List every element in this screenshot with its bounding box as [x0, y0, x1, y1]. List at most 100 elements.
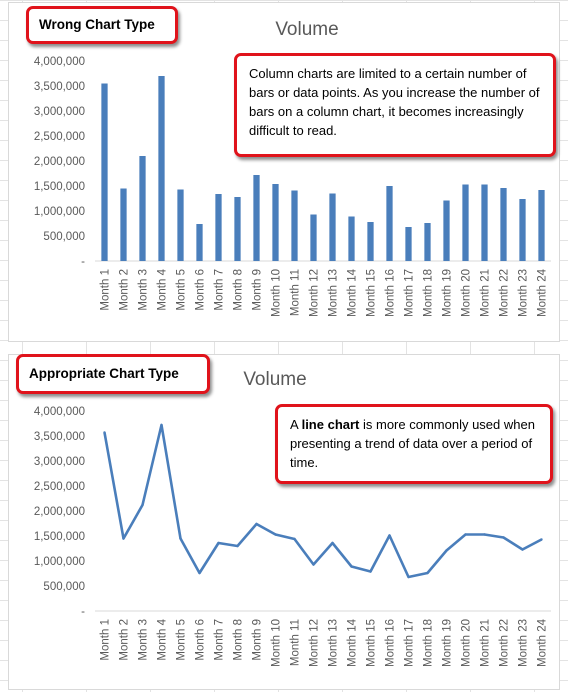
bar[interactable] [386, 186, 393, 261]
bar[interactable] [101, 83, 108, 262]
appropriate-chart-type-label: Appropriate Chart Type [16, 354, 210, 394]
x-tick-label: Month 22 [499, 619, 511, 667]
x-tick-label: Month 13 [328, 619, 340, 667]
y-tick-label: 1,500,000 [34, 181, 85, 193]
appropriate-chart-type-text: Appropriate Chart Type [29, 366, 179, 381]
line-chart-note-post: is more commonly used when presenting a … [290, 417, 535, 470]
line-point[interactable] [236, 544, 239, 548]
line-point[interactable] [540, 538, 543, 541]
line-chart-note: A line chart is more commonly used when … [275, 404, 553, 484]
line-point[interactable] [217, 541, 220, 545]
x-tick-label: Month 16 [385, 269, 397, 317]
line-point[interactable] [122, 537, 125, 540]
line-point[interactable] [198, 571, 201, 575]
line-point[interactable] [312, 563, 315, 566]
bar[interactable] [500, 188, 507, 261]
line-point[interactable] [407, 575, 410, 579]
bar[interactable] [253, 175, 260, 261]
x-tick-label: Month 7 [214, 619, 226, 661]
bar[interactable] [158, 76, 165, 261]
line-point[interactable] [445, 549, 448, 552]
x-tick-label: Month 16 [385, 619, 397, 667]
bar[interactable] [329, 193, 336, 262]
x-tick-label: Month 11 [290, 269, 302, 316]
line-point[interactable] [179, 537, 182, 540]
bar[interactable] [367, 222, 374, 261]
bar[interactable] [196, 224, 203, 261]
line-point[interactable] [103, 431, 106, 434]
y-tick-label: - [81, 606, 85, 618]
line-chart-note-bold: line chart [301, 417, 360, 432]
y-tick-label: 1,500,000 [34, 531, 85, 543]
x-tick-label: Month 2 [119, 619, 131, 661]
x-tick-label: Month 11 [290, 619, 302, 666]
line-point[interactable] [502, 536, 505, 539]
bar[interactable] [424, 223, 431, 261]
x-tick-label: Month 18 [423, 269, 435, 317]
line-point[interactable] [464, 533, 467, 536]
x-tick-label: Month 24 [537, 268, 549, 317]
bar[interactable] [291, 190, 298, 262]
y-tick-label: 3,500,000 [34, 81, 85, 93]
x-tick-label: Month 21 [480, 619, 492, 667]
x-tick-label: Month 8 [233, 269, 245, 311]
x-tick-label: Month 22 [499, 269, 511, 317]
line-chart-note-pre: A [290, 417, 302, 432]
x-tick-label: Month 24 [537, 618, 549, 667]
y-tick-label: 3,000,000 [34, 106, 85, 118]
line-point[interactable] [293, 537, 296, 541]
line-point[interactable] [255, 522, 258, 526]
line-point[interactable] [160, 423, 163, 427]
line-point[interactable] [483, 533, 486, 536]
column-chart-note: Column charts are limited to a certain n… [234, 53, 556, 157]
bar[interactable] [272, 184, 279, 261]
bar[interactable] [443, 200, 450, 262]
x-tick-label: Month 17 [404, 269, 416, 317]
wrong-chart-type-text: Wrong Chart Type [39, 17, 155, 32]
x-tick-label: Month 3 [138, 269, 150, 311]
x-tick-label: Month 12 [309, 269, 321, 317]
x-tick-label: Month 9 [252, 269, 264, 311]
wrong-chart-type-label: Wrong Chart Type [26, 6, 178, 44]
x-tick-label: Month 6 [195, 269, 207, 311]
bar[interactable] [481, 184, 488, 262]
bar[interactable] [139, 156, 146, 261]
x-tick-label: Month 9 [252, 619, 264, 661]
line-point[interactable] [331, 541, 334, 545]
x-tick-label: Month 23 [518, 269, 530, 317]
x-tick-label: Month 1 [100, 619, 112, 661]
bar[interactable] [234, 197, 241, 261]
chart-title: Volume [243, 369, 307, 390]
x-tick-label: Month 14 [347, 618, 359, 667]
line-point[interactable] [521, 548, 524, 551]
y-tick-label: 2,500,000 [34, 131, 85, 143]
line-point[interactable] [388, 534, 391, 537]
bar[interactable] [177, 189, 184, 262]
line-point[interactable] [426, 571, 429, 575]
x-tick-label: Month 21 [480, 269, 492, 317]
x-tick-label: Month 18 [423, 619, 435, 667]
bar[interactable] [538, 190, 545, 261]
y-tick-label: 1,000,000 [34, 206, 85, 218]
bar[interactable] [310, 214, 317, 262]
bar[interactable] [348, 216, 355, 262]
x-tick-label: Month 10 [271, 269, 283, 317]
y-tick-label: 2,500,000 [34, 481, 85, 493]
bar[interactable] [519, 199, 526, 261]
x-tick-label: Month 7 [214, 269, 226, 311]
bar-chart: - 500,000 1,000,000 1,500,000 2,000,000 2,500… [34, 56, 551, 317]
y-tick-label: 3,500,000 [34, 431, 85, 443]
x-tick-label: Month 19 [442, 269, 454, 317]
bar[interactable] [462, 184, 469, 262]
x-tick-label: Month 3 [138, 619, 150, 661]
line-point[interactable] [141, 503, 144, 507]
line-point[interactable] [350, 565, 353, 568]
bar[interactable] [215, 194, 222, 261]
line-point[interactable] [369, 570, 372, 573]
bar[interactable] [120, 188, 127, 262]
column-chart-note-text: Column charts are limited to a certain n… [249, 66, 540, 138]
bar[interactable] [405, 227, 412, 261]
x-tick-label: Month 15 [366, 619, 378, 667]
line-series[interactable] [103, 423, 543, 579]
line-point[interactable] [274, 533, 277, 536]
